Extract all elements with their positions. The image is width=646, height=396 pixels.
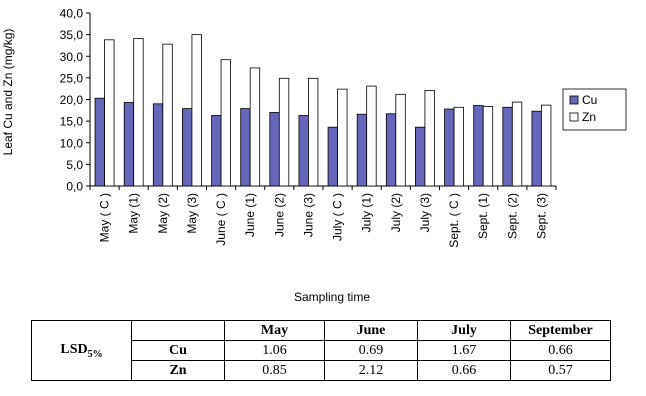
y-axis-ticks: 0,0 5,0 10,0 15,0 20,0 25,0 30,0 35,0 40,0 <box>60 7 90 194</box>
x-tick-label: May (2) <box>156 193 170 234</box>
header-september: September <box>510 320 611 341</box>
cell-zn-june: 2.12 <box>324 360 418 381</box>
x-tick-label: Sept. (2) <box>505 193 519 239</box>
legend-swatch-zn <box>569 112 579 122</box>
bar-cu <box>531 110 542 187</box>
header-may: May <box>224 320 325 341</box>
x-tick-label: May (3) <box>185 193 199 234</box>
header-june: June <box>324 320 418 341</box>
x-tick-label: Sept. ( C ) <box>447 193 461 248</box>
y-tick-label: 10,0 <box>60 136 84 150</box>
x-tick-label: June ( C ) <box>214 193 228 246</box>
bar-zn <box>308 77 319 187</box>
x-axis-ticks: May ( C ) May (1) May (2) May (3) June ( C )… <box>89 186 557 248</box>
bar-cu <box>298 115 309 187</box>
row-label-cu: Cu <box>131 340 225 361</box>
bar-zn <box>162 43 173 187</box>
bar-cu <box>502 106 513 187</box>
lsd-table: LSD5% May June July September Cu 1.06 0.… <box>31 320 611 381</box>
bar-zn <box>249 67 261 187</box>
bar-cu <box>385 113 397 187</box>
row-label-zn: Zn <box>131 360 225 381</box>
x-tick-label: July (2) <box>389 193 403 232</box>
lsd-row-label: LSD5% <box>31 320 132 381</box>
x-tick-label: May ( C ) <box>98 193 112 242</box>
legend-label-zn: Zn <box>582 110 596 124</box>
y-tick-label: 15,0 <box>60 115 84 129</box>
bar-zn <box>337 88 348 187</box>
bar-cu <box>123 102 135 187</box>
bar-zn <box>453 106 464 187</box>
header-july: July <box>417 320 511 341</box>
bar-cu <box>211 115 222 187</box>
x-axis-label: Sampling time <box>294 290 370 304</box>
table-row-zn: Zn 0.85 2.12 0.66 0.57 <box>32 360 611 381</box>
y-tick-label: 0,0 <box>66 180 83 194</box>
bar-cu <box>327 126 338 187</box>
x-tick-label: Sept. (1) <box>476 193 490 239</box>
bar-cu <box>152 103 164 187</box>
y-tick-label: 35,0 <box>60 28 84 42</box>
x-tick-label: June (2) <box>272 193 286 237</box>
y-tick-label: 40,0 <box>60 7 84 21</box>
lsd-label-main: LSD <box>60 341 88 357</box>
bar-cu <box>182 108 193 187</box>
y-tick-label: 30,0 <box>60 50 84 64</box>
y-tick-label: 25,0 <box>60 71 84 85</box>
bar-zn <box>104 39 115 187</box>
plot-area <box>89 13 556 187</box>
x-tick-label: June (1) <box>243 193 257 237</box>
x-tick-label: June (3) <box>301 193 315 237</box>
y-axis-label: Leaf Cu and Zn (mg/kg) <box>1 29 15 156</box>
table-header-row: LSD5% May June July September <box>31 320 611 381</box>
empty-header-cell <box>131 320 225 341</box>
bar-cu <box>473 105 484 187</box>
x-tick-label: Sept. (3) <box>534 193 548 239</box>
cell-zn-july: 0.66 <box>417 360 511 381</box>
bar-cu <box>356 113 368 187</box>
bar-zn <box>133 38 144 187</box>
cell-cu-june: 0.69 <box>324 340 418 361</box>
x-tick-label: July (1) <box>360 193 374 232</box>
bar-chart: 0,0 5,0 10,0 15,0 20,0 25,0 30,0 35,0 40,0 May (… <box>1 7 627 304</box>
bar-zn <box>278 77 290 187</box>
lsd-label-subscript: 5% <box>87 348 103 360</box>
x-tick-label: July (3) <box>418 193 432 232</box>
x-tick-label: July ( C ) <box>331 193 345 241</box>
bar-cu <box>269 112 280 187</box>
legend-swatch-cu <box>569 95 579 105</box>
y-tick-label: 20,0 <box>60 93 84 107</box>
cell-zn-september: 0.57 <box>510 360 611 381</box>
bar-zn <box>191 34 202 187</box>
bar-zn <box>482 106 494 187</box>
bar-zn <box>366 85 377 187</box>
bar-zn <box>395 93 406 187</box>
x-tick-label: May (1) <box>127 193 141 234</box>
bar-zn <box>541 104 552 187</box>
y-tick-label: 5,0 <box>66 158 83 172</box>
legend-label-cu: Cu <box>582 93 597 107</box>
cell-cu-september: 0.66 <box>510 340 611 361</box>
cell-zn-may: 0.85 <box>224 360 325 381</box>
bar-cu <box>94 97 105 187</box>
bar-zn <box>511 101 523 187</box>
bar-cu <box>240 108 251 187</box>
legend: Cu Zn <box>562 88 627 131</box>
bar-zn <box>220 59 231 187</box>
bar-cu <box>415 126 426 187</box>
bar-cu <box>444 108 455 187</box>
cell-cu-may: 1.06 <box>224 340 325 361</box>
cell-cu-july: 1.67 <box>417 340 511 361</box>
bar-zn <box>424 90 435 187</box>
